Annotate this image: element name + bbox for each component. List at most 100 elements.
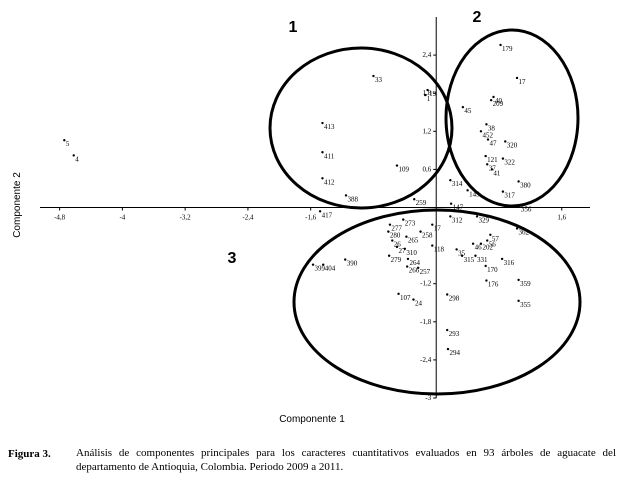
point bbox=[460, 254, 464, 257]
annotation: 1 bbox=[289, 19, 298, 36]
point bbox=[485, 123, 488, 126]
point bbox=[489, 98, 493, 102]
point-label: 33 bbox=[375, 76, 383, 84]
point-label: 331 bbox=[477, 256, 488, 264]
point bbox=[311, 263, 315, 266]
point-label: 315 bbox=[464, 256, 475, 264]
point bbox=[466, 189, 469, 192]
point-label: 452 bbox=[482, 131, 493, 139]
point bbox=[416, 266, 420, 270]
point bbox=[474, 254, 477, 257]
point-label: 320 bbox=[507, 141, 518, 149]
point bbox=[63, 138, 66, 142]
y-tick-label: -3 bbox=[425, 394, 431, 402]
caption-text: Análisis de componentes principales para… bbox=[76, 447, 616, 473]
point bbox=[395, 245, 399, 249]
point bbox=[486, 138, 490, 141]
point-label: 26 bbox=[394, 241, 402, 249]
point-label: 143 bbox=[469, 190, 480, 198]
point bbox=[344, 194, 348, 197]
point bbox=[321, 177, 324, 180]
point-label: 4 bbox=[75, 155, 79, 163]
point-label: 312 bbox=[452, 216, 463, 224]
cluster-2 bbox=[444, 28, 580, 208]
point bbox=[484, 154, 487, 158]
point bbox=[412, 298, 415, 301]
point bbox=[485, 279, 488, 282]
x-tick-label: -4,8 bbox=[54, 214, 66, 222]
point-label: 202 bbox=[482, 244, 493, 252]
point-label: 35 bbox=[458, 249, 466, 257]
point-label: 27 bbox=[398, 247, 406, 255]
point-label: 17 bbox=[434, 225, 442, 233]
point bbox=[446, 347, 450, 351]
point bbox=[446, 293, 449, 296]
point-label: 293 bbox=[449, 330, 460, 338]
point-label: 1 bbox=[427, 95, 431, 103]
point bbox=[479, 242, 483, 245]
point-label: 107 bbox=[400, 294, 411, 302]
point-label: 19 bbox=[429, 90, 437, 98]
point-label: 264 bbox=[409, 259, 420, 267]
point bbox=[424, 93, 427, 97]
point-label: 209 bbox=[493, 100, 504, 108]
point bbox=[322, 263, 325, 266]
y-tick-label: -1,2 bbox=[420, 280, 432, 288]
point-label: 265 bbox=[408, 237, 419, 245]
point bbox=[455, 248, 458, 251]
point bbox=[471, 242, 475, 245]
point bbox=[397, 292, 400, 296]
point bbox=[501, 190, 505, 193]
point-label: 380 bbox=[520, 181, 531, 189]
point bbox=[391, 239, 394, 242]
point-label: 147 bbox=[453, 204, 464, 212]
point bbox=[515, 76, 519, 80]
caption-box: Análisis de componentes principales para… bbox=[76, 447, 616, 473]
point bbox=[72, 154, 75, 157]
point bbox=[517, 299, 520, 303]
point-label: 259 bbox=[416, 199, 427, 207]
point-label: 279 bbox=[391, 256, 402, 264]
x-tick-label: -2,4 bbox=[242, 214, 254, 222]
point bbox=[405, 265, 409, 268]
point-label: 310 bbox=[406, 249, 417, 257]
y-tick-label: 0,6 bbox=[422, 165, 431, 173]
point bbox=[449, 202, 453, 205]
point-label: 257 bbox=[420, 268, 431, 276]
point bbox=[515, 227, 519, 230]
point-label: 399 bbox=[315, 265, 326, 273]
point-label: 411 bbox=[324, 152, 335, 160]
annotation: 2 bbox=[473, 9, 482, 26]
point bbox=[321, 151, 324, 154]
point bbox=[479, 130, 483, 133]
point-label: 56 bbox=[489, 241, 497, 249]
point-label: 412 bbox=[324, 178, 335, 186]
y-tick-label: 1,2 bbox=[422, 127, 431, 135]
point-label: 417 bbox=[322, 211, 333, 219]
x-axis-label: Componente 1 bbox=[279, 414, 345, 425]
point-label: 355 bbox=[520, 301, 531, 309]
y-tick-label: -1,8 bbox=[420, 318, 432, 326]
point-label: 404 bbox=[325, 265, 336, 273]
point bbox=[490, 168, 494, 171]
y-tick-label: 1,8 bbox=[422, 89, 431, 97]
point-label: 5 bbox=[66, 140, 70, 148]
point-label: 388 bbox=[347, 195, 358, 203]
point-label: 329 bbox=[479, 216, 490, 224]
point-label: 24 bbox=[415, 300, 423, 308]
point-label: 176 bbox=[488, 281, 499, 289]
point-label: 258 bbox=[422, 232, 433, 240]
point bbox=[387, 254, 391, 257]
point bbox=[461, 105, 465, 109]
point bbox=[501, 157, 505, 160]
point-label: 118 bbox=[434, 246, 445, 254]
point bbox=[504, 140, 507, 143]
point-label: 47 bbox=[490, 140, 498, 148]
point-label: 356 bbox=[521, 206, 532, 214]
point-label: 40 bbox=[495, 97, 503, 105]
point-label: 179 bbox=[502, 45, 513, 53]
point-label: 322 bbox=[504, 159, 515, 167]
point-label: 57 bbox=[492, 235, 500, 243]
